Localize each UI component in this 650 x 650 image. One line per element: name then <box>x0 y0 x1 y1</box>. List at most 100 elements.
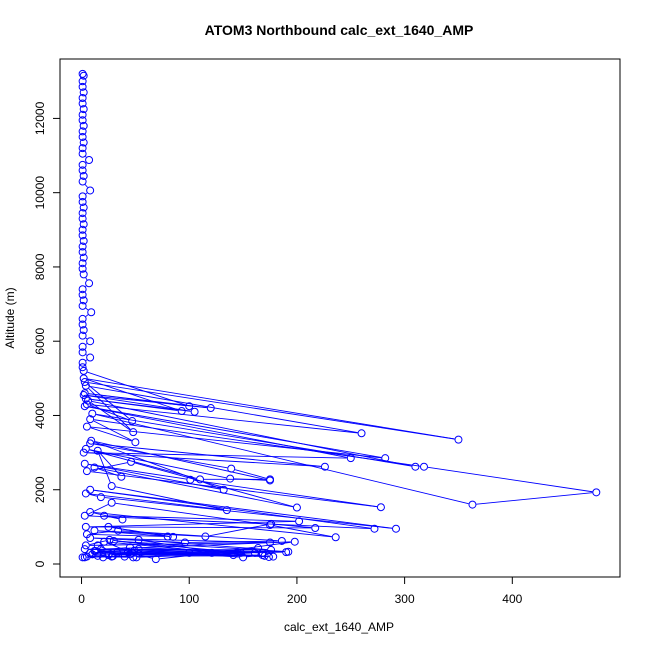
data-point <box>80 389 89 398</box>
data-point <box>90 526 99 535</box>
data-point <box>277 536 286 545</box>
data-point <box>78 363 87 372</box>
data-point <box>78 348 87 357</box>
series-segment <box>87 452 321 467</box>
data-point <box>266 476 274 485</box>
data-point <box>79 138 88 147</box>
data-point <box>134 535 143 544</box>
y-tick-label: 8000 <box>33 253 47 280</box>
y-axis-label: Altitude (m) <box>3 287 17 348</box>
data-point <box>90 463 99 472</box>
series-segment <box>98 468 118 476</box>
data-point <box>227 464 236 473</box>
series-segment <box>90 471 378 508</box>
data-point <box>81 394 90 403</box>
data-point <box>468 500 477 509</box>
data-point <box>79 171 88 180</box>
series-segment <box>85 354 88 356</box>
series-segment <box>94 443 321 467</box>
series-segment <box>95 441 267 481</box>
series-segment <box>234 469 267 479</box>
data-point <box>88 550 97 559</box>
data-point <box>79 220 88 229</box>
data-point <box>118 515 127 524</box>
x-tick-label: 400 <box>502 592 522 606</box>
data-point <box>78 77 87 86</box>
data-point <box>295 517 304 526</box>
data-point <box>78 209 87 218</box>
data-point <box>226 474 235 483</box>
data-point <box>81 541 90 550</box>
data-point <box>78 99 87 108</box>
data-point <box>96 493 105 502</box>
data-point <box>169 532 178 541</box>
data-point <box>78 127 87 136</box>
data-point <box>79 270 88 279</box>
data-point <box>93 551 102 560</box>
series-segment <box>107 516 119 520</box>
data-point <box>177 407 186 416</box>
data-point <box>78 285 87 294</box>
y-axis: 0 2000 4000 6000 8000 10000 12000 <box>33 101 61 567</box>
series-segment <box>88 515 371 529</box>
series-segment <box>89 540 106 545</box>
data-point <box>80 511 89 520</box>
data-point <box>264 552 273 561</box>
data-point <box>78 110 87 119</box>
x-tick-label: 300 <box>395 592 415 606</box>
data-point <box>78 166 87 175</box>
data-point <box>78 314 87 323</box>
data-point <box>79 296 88 305</box>
series-segment <box>89 398 178 411</box>
data-point <box>78 301 87 310</box>
data-point <box>196 475 204 484</box>
data-point <box>120 552 129 561</box>
data-point <box>78 214 87 223</box>
data-point <box>219 485 228 494</box>
series-segment <box>85 337 88 340</box>
data-point <box>107 552 116 561</box>
data-point <box>81 522 90 531</box>
series-lines <box>84 156 593 560</box>
series-segment <box>96 414 469 505</box>
data-point <box>151 555 160 564</box>
series-segment <box>94 537 267 543</box>
data-point <box>320 462 329 471</box>
series-segment <box>89 449 197 479</box>
series-segment <box>273 525 332 537</box>
data-point <box>104 522 113 531</box>
x-axis: 0 100 200 300 400 <box>78 576 523 606</box>
series-segment <box>122 530 278 542</box>
y-tick-label: 10000 <box>33 176 47 210</box>
series-segment <box>87 371 186 406</box>
data-point <box>105 535 114 544</box>
y-tick-label: 0 <box>33 560 47 567</box>
data-point <box>370 524 379 533</box>
data-point <box>80 545 89 554</box>
data-point <box>357 429 366 438</box>
data-point <box>129 553 138 562</box>
data-point <box>81 444 90 453</box>
data-point <box>78 177 87 186</box>
data-point <box>82 400 91 409</box>
series-segment <box>100 453 120 475</box>
data-point <box>78 149 87 158</box>
data-point <box>236 548 245 557</box>
series-segment <box>90 533 164 537</box>
data-point <box>80 402 89 411</box>
data-point <box>411 462 420 471</box>
series-segment <box>90 462 128 471</box>
chart-title: ATOM3 Northbound calc_ext_1640_AMP <box>205 22 474 38</box>
data-point <box>229 551 238 560</box>
data-point <box>81 381 90 390</box>
data-point <box>78 93 87 102</box>
data-point <box>78 160 87 169</box>
data-point <box>78 342 87 351</box>
data-point <box>86 534 95 543</box>
data-point <box>266 521 274 530</box>
series-segment <box>90 426 382 459</box>
series-segment <box>90 427 132 442</box>
data-point <box>292 503 301 512</box>
y-tick-label: 6000 <box>33 328 47 355</box>
series-segment <box>85 277 88 281</box>
